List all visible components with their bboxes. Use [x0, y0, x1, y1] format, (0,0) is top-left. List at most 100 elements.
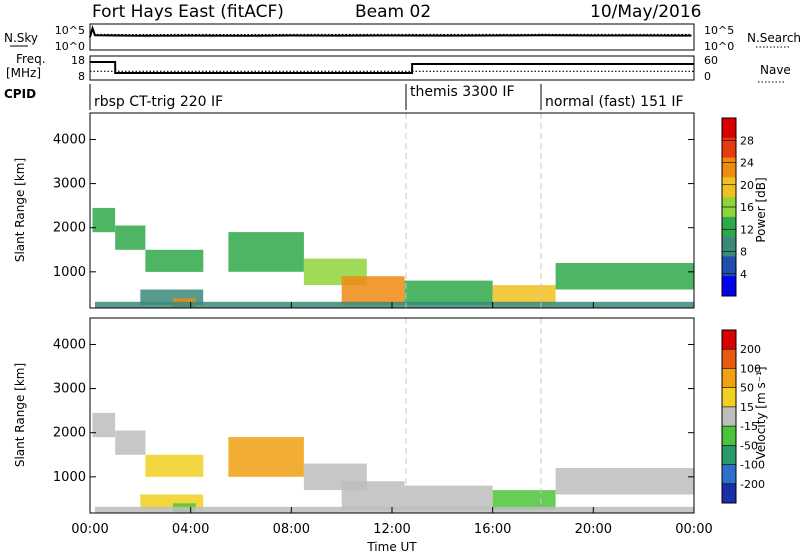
velocity-region-9	[492, 490, 556, 510]
freq-right-tick-top: 60	[704, 54, 718, 67]
power-region-10	[555, 263, 694, 290]
velocity-colorbar-swatch-2	[722, 368, 736, 389]
velocity-colorbar-swatch-5	[722, 426, 736, 446]
velocity-colorbar-swatch-7	[722, 464, 736, 485]
power-region-11	[95, 301, 694, 308]
power-region-1	[115, 225, 146, 250]
power-cells-group	[92, 207, 694, 308]
power-y-ticks: 1000 2000 3000 4000	[53, 132, 694, 280]
power-ytick-label-1: 2000	[53, 221, 86, 236]
xtick-label-1: 04:00	[172, 522, 209, 537]
noise-right-tick-bottom: 10^0	[704, 40, 734, 53]
date-title: 10/May/2016	[590, 2, 702, 22]
freq-panel-frame	[89, 55, 695, 81]
velocity-colorbar-swatch-6	[722, 445, 736, 465]
power-colorbar-swatch-8	[722, 276, 736, 297]
nave-label: Nave	[760, 63, 791, 77]
power-colorbar-swatch-1	[722, 137, 736, 159]
noise-series-sky	[89, 25, 692, 38]
noise-panel: N.Sky 10^5 10^0 10^5 10^0 N.Search	[4, 23, 800, 53]
power-region-9	[492, 285, 556, 305]
power-colorbar-tick-label-4: 12	[740, 223, 754, 236]
freq-right-tick-bottom: 0	[704, 70, 711, 83]
xtick-label-6: 00:00	[675, 522, 712, 537]
velocity-ytick-label-2: 3000	[53, 382, 86, 397]
velocity-colorbar-label: Velocity [m s⁻¹]	[754, 366, 768, 459]
freq-series-line	[90, 61, 694, 74]
site-title: Fort Hays East (fitACF)	[92, 2, 284, 22]
power-region-7	[341, 276, 405, 305]
velocity-colorbar-tick-label-1: 100	[740, 362, 761, 375]
velocity-colorbar-tick-label-3: 15	[740, 401, 754, 414]
power-colorbar-tick-label-3: 16	[740, 201, 754, 214]
beam-title: Beam 02	[355, 2, 431, 22]
velocity-colorbar-swatch-3	[722, 387, 736, 408]
velocity-colorbar: 200 100 50 15 -15 -50 -100 -200	[721, 329, 765, 504]
cpid-label: CPID	[4, 87, 36, 101]
noise-left-tick-bottom: 10^0	[55, 40, 85, 53]
xlabel: Time UT	[366, 540, 417, 554]
power-colorbar-tick-label-1: 24	[740, 157, 754, 170]
cpid-mode-rbsp: rbsp CT-trig 220 IF	[94, 94, 223, 110]
power-colorbar-label: Power [dB]	[754, 177, 768, 242]
freq-label-top: Freq.	[16, 52, 46, 66]
freq-left-tick-bottom: 8	[78, 70, 85, 83]
velocity-cells-group	[92, 412, 694, 513]
velocity-region-0	[92, 412, 116, 438]
velocity-colorbar-tick-label-2: 50	[740, 382, 754, 395]
velocity-region-11	[95, 506, 694, 513]
power-colorbar-swatch-7	[722, 256, 736, 277]
cpid-mode-themis: themis 3300 IF	[410, 84, 515, 100]
xtick-label-4: 16:00	[474, 522, 511, 537]
power-colorbar-swatch-5	[722, 216, 736, 238]
noise-left-tick-top: 10^5	[55, 24, 85, 37]
velocity-colorbar-swatch-0	[722, 330, 736, 350]
power-ytick-label-3: 4000	[53, 132, 86, 147]
noise-series-group	[89, 25, 692, 38]
power-ylabel: Slant Range [km]	[13, 158, 27, 262]
velocity-colorbar-swatch-8	[722, 483, 736, 504]
velocity-region-7	[341, 481, 405, 510]
power-colorbar: 28 24 20 16 12 8 4	[721, 117, 754, 297]
power-region-8	[404, 280, 493, 305]
power-colorbar-swatch-3	[722, 177, 736, 198]
velocity-region-5	[228, 437, 304, 477]
velocity-colorbar-tick-label-4: -15	[740, 420, 758, 433]
cpid-row: CPID rbsp CT-trig 220 IF themis 3300 IF …	[4, 84, 684, 110]
noise-left-label: N.Sky	[4, 31, 38, 45]
velocity-colorbar-tick-label-6: -100	[740, 459, 765, 472]
velocity-region-1	[115, 430, 146, 455]
velocity-ytick-label-0: 1000	[53, 470, 86, 485]
power-colorbar-swatch-2	[722, 157, 736, 178]
velocity-panel: 1000 2000 3000 4000 00:00 04:00 08:00 12:00 16:…	[13, 302, 713, 554]
freq-label-bottom: [MHz]	[6, 66, 41, 80]
power-colorbar-tick-label-0: 28	[740, 134, 754, 147]
noise-panel-frame	[89, 23, 695, 51]
power-ytick-label-0: 1000	[53, 265, 86, 280]
xtick-label-5: 20:00	[575, 522, 612, 537]
velocity-region-10	[555, 468, 694, 495]
velocity-region-8	[404, 485, 493, 510]
power-panel: 1000 2000 3000 4000 Slant Range [km]	[13, 112, 695, 309]
xtick-label-3: 12:00	[373, 522, 410, 537]
power-region-0	[92, 207, 116, 233]
power-region-5	[228, 232, 304, 272]
freq-series-group	[90, 61, 694, 74]
freq-left-tick-top: 18	[71, 54, 85, 67]
power-colorbar-swatch-0	[722, 118, 736, 139]
noise-right-tick-top: 10^5	[704, 24, 734, 37]
velocity-region-2	[145, 454, 204, 477]
freq-panel: Freq. [MHz] 18 8 60 0 Nave	[6, 52, 791, 83]
power-colorbar-tick-label-6: 4	[740, 268, 747, 281]
velocity-ytick-label-1: 2000	[53, 426, 86, 441]
velocity-colorbar-tick-label-5: -50	[740, 439, 758, 452]
velocity-colorbar-swatch-1	[722, 349, 736, 369]
x-ticks: 00:00 04:00 08:00 12:00 16:00 20:00 00:00	[71, 302, 713, 537]
velocity-colorbar-tick-label-0: 200	[740, 343, 761, 356]
xtick-label-0: 00:00	[71, 522, 108, 537]
velocity-colorbar-frame	[721, 329, 737, 504]
velocity-y-ticks: 1000 2000 3000 4000	[53, 337, 694, 485]
noise-series-search	[89, 33, 692, 36]
xtick-label-2: 08:00	[273, 522, 310, 537]
